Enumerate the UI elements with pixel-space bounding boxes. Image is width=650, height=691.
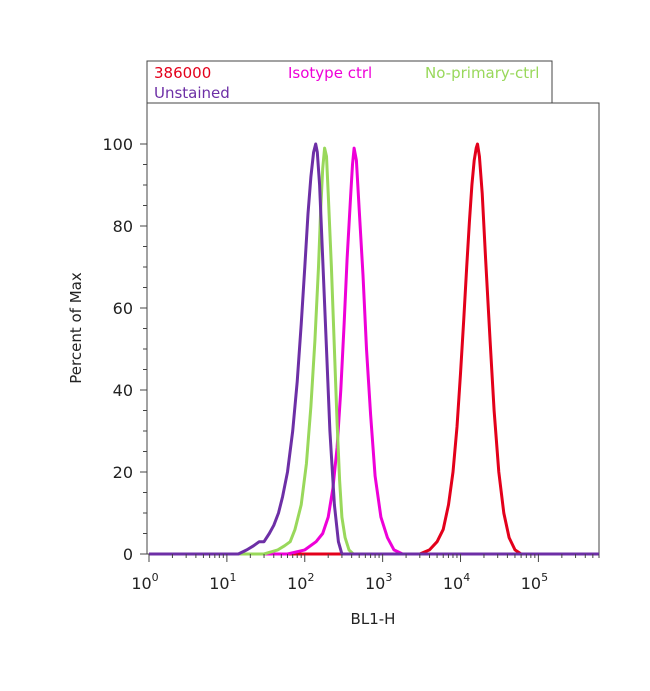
series-line-1: [149, 146, 599, 556]
plot-frame: [146, 102, 600, 555]
series-line-0: [149, 142, 599, 556]
y-tick-label: 40: [113, 381, 133, 400]
legend-label-unstained: Unstained: [154, 84, 230, 102]
x-tick-label: 103: [365, 571, 392, 593]
series-layer: [149, 142, 599, 556]
y-tick-label: 80: [113, 217, 133, 236]
x-tick-label: 102: [287, 571, 314, 593]
x-tick-label: 104: [443, 571, 470, 593]
legend: 386000 Isotype ctrl No-primary-ctrl Unst…: [146, 60, 553, 104]
legend-label-no-primary: No-primary-ctrl: [425, 64, 539, 82]
y-tick-label: 60: [113, 299, 133, 318]
y-tick-label: 100: [102, 135, 133, 154]
legend-label-isotype: Isotype ctrl: [288, 64, 372, 82]
legend-box: [146, 60, 553, 104]
series-line-2: [149, 146, 599, 556]
x-tick-label: 105: [521, 571, 548, 593]
y-axis-title: Percent of Max: [67, 272, 85, 384]
x-tick-label: 100: [131, 571, 158, 593]
legend-label-386000: 386000: [154, 64, 211, 82]
x-tick-label: 101: [209, 571, 236, 593]
y-tick-label: 0: [123, 545, 133, 564]
series-line-3: [149, 142, 599, 556]
y-tick-label: 20: [113, 463, 133, 482]
axis-layer: 0 20 40 60 80 100 100 101 102 103 104 105: [102, 135, 600, 593]
x-axis-title: BL1-H: [351, 610, 396, 628]
